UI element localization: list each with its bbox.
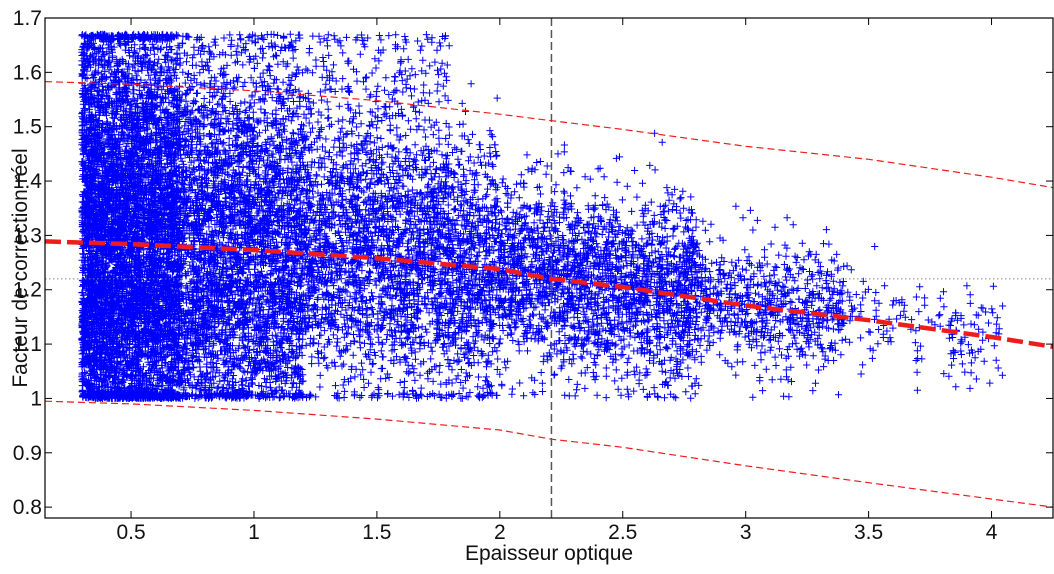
tick-labels: 0.5 1 1.5 2 2.5 3 3.5 4 0.8 0.9 1 1.1 1.2 1.3 1.4 1.5 1.… [13, 7, 1053, 544]
x-tick-label: 1 [248, 521, 260, 544]
y-tick-label: 1.4 [13, 170, 43, 193]
y-tick-label: 1.3 [13, 224, 42, 247]
y-axis-title: Facteur de correction réel [9, 148, 32, 387]
lower-bound-curve [45, 400, 1053, 508]
y-tick-label: 0.9 [13, 442, 42, 465]
y-tick-label: 1.2 [13, 279, 42, 302]
x-tick-label: 2 [494, 521, 506, 544]
scatter-points [78, 30, 1007, 402]
x-tick-label: 3.5 [854, 521, 883, 544]
y-tick-label: 1.7 [13, 7, 42, 30]
y-tick-label: 1.5 [13, 116, 42, 139]
y-tick-label: 1 [30, 387, 42, 410]
x-tick-label: 3 [740, 521, 752, 544]
y-tick-label: 1.1 [13, 333, 42, 356]
plot-content [45, 18, 1053, 518]
plot-frame [44, 17, 1054, 519]
x-tick-label: 0.5 [116, 521, 145, 544]
upper-bound-curve [45, 81, 1053, 189]
fit-curve [45, 239, 1053, 350]
x-axis-title: Epaisseur optique [465, 542, 633, 565]
x-tick-label: 1.5 [362, 521, 391, 544]
x-tick-label: 4 [986, 521, 998, 544]
x-tick-label: 2.5 [608, 521, 637, 544]
y-tick-label: 1.6 [13, 61, 42, 84]
y-tick-label: 0.8 [13, 496, 42, 519]
